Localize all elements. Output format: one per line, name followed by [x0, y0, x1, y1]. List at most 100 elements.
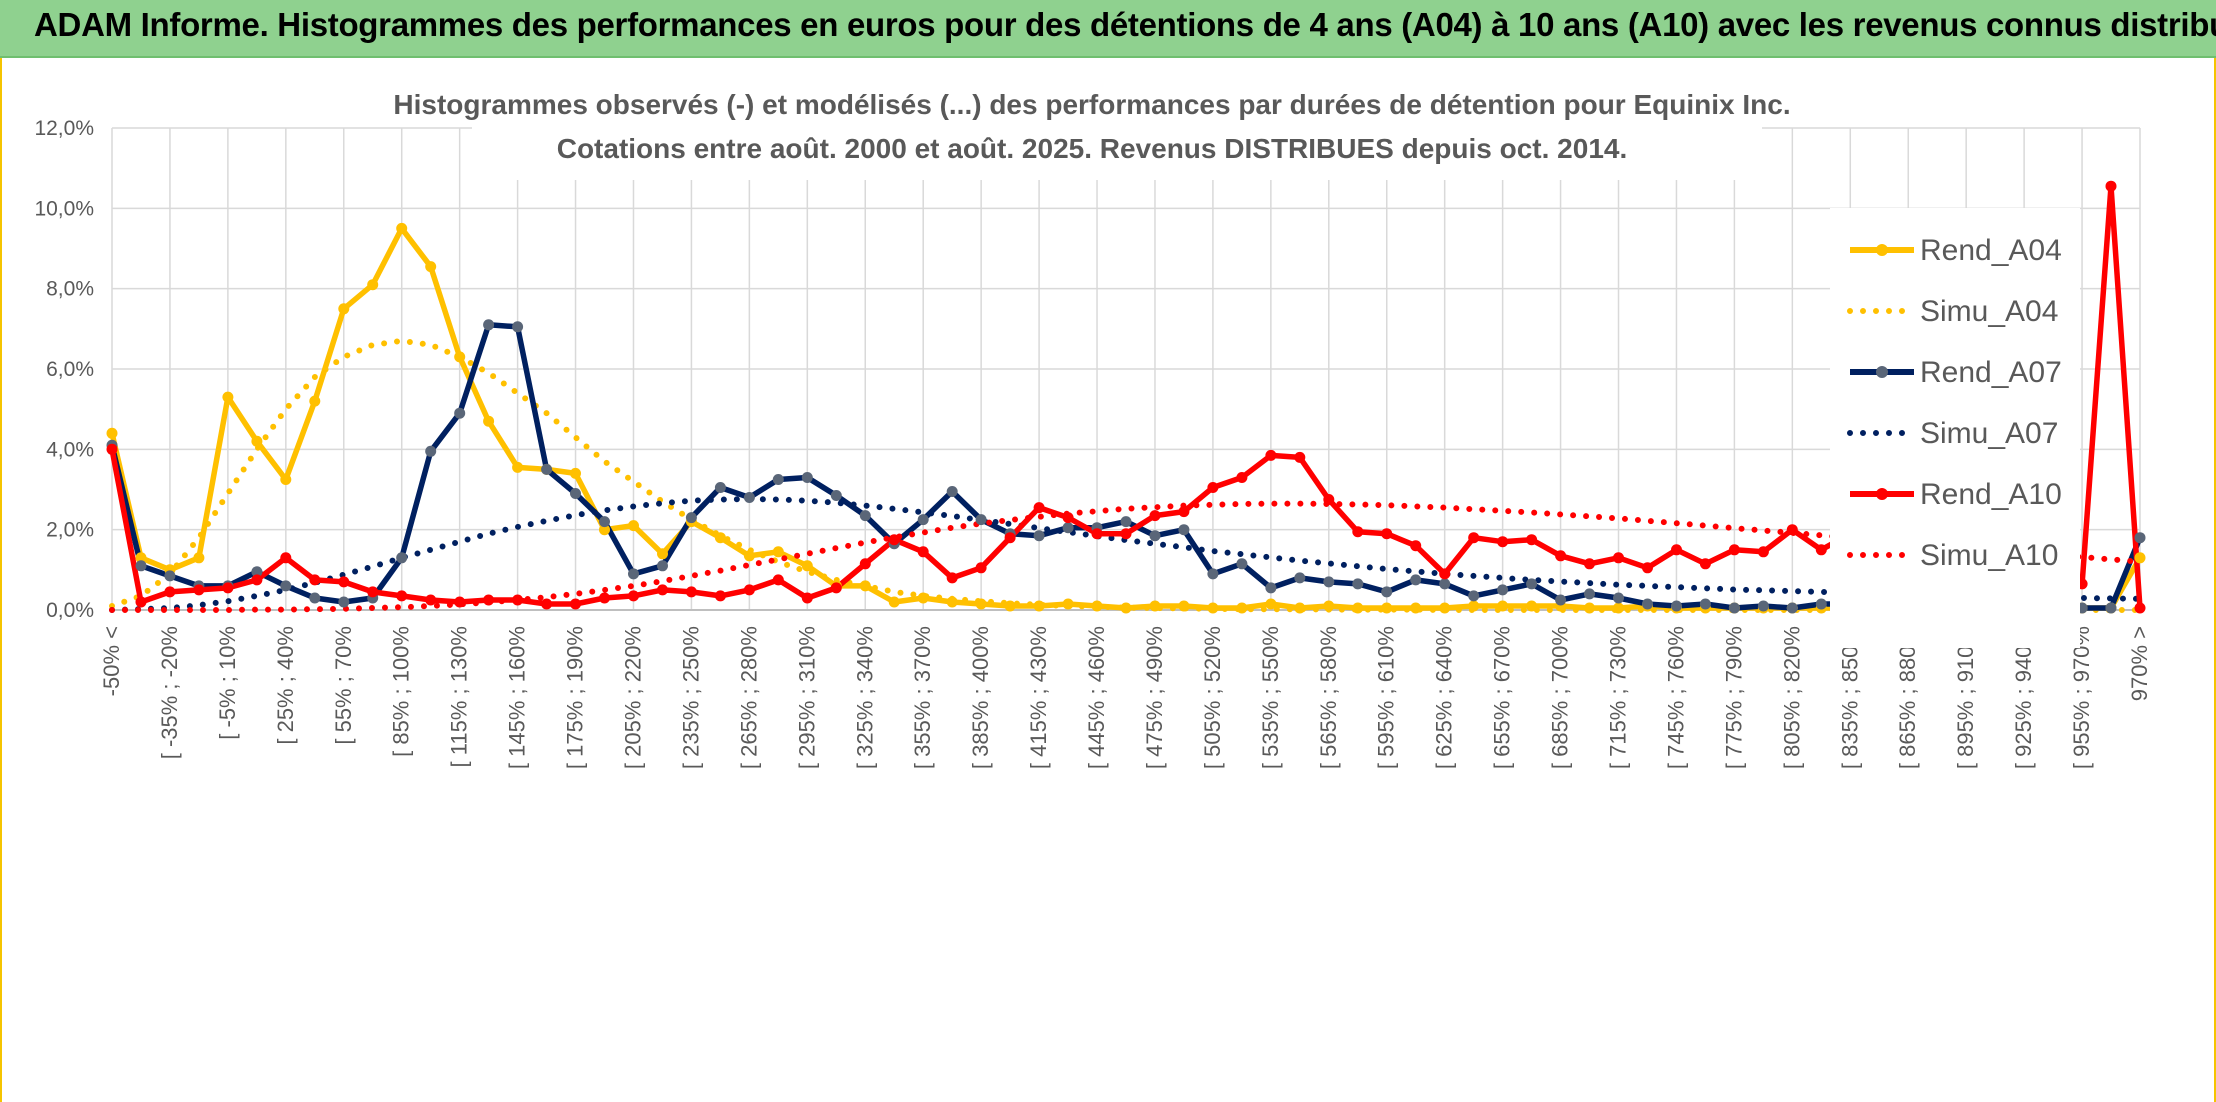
legend-label-simu-a04: Simu_A04 [1920, 295, 2058, 328]
x-tick-label: [ 955% ; 970% [2069, 626, 2094, 769]
data-point-rend-a04 [1265, 598, 1277, 610]
data-point-rend-a04 [859, 580, 871, 592]
y-tick-label: 4,0% [46, 438, 94, 461]
data-point-rend-a04 [1526, 600, 1538, 612]
data-point-rend-a07 [1033, 530, 1045, 542]
data-point-rend-a07 [599, 516, 610, 528]
data-point-rend-a10 [280, 552, 292, 564]
data-point-rend-a10 [222, 582, 234, 594]
y-tick-label: 6,0% [46, 358, 94, 381]
data-point-rend-a07 [859, 510, 871, 522]
x-tick-label: [ 205% ; 220% [620, 626, 645, 769]
data-point-rend-a10 [1033, 502, 1045, 514]
data-point-rend-a10 [772, 574, 784, 586]
data-point-rend-a04 [946, 596, 958, 608]
data-point-rend-a04 [743, 550, 755, 562]
x-tick-label: [ 25% ; 40% [273, 626, 298, 745]
data-point-rend-a07 [1178, 524, 1190, 536]
data-point-rend-a10 [830, 582, 842, 594]
data-point-rend-a04 [367, 279, 379, 291]
data-point-rend-a10 [1062, 512, 1074, 524]
report-banner: ADAM Informe. Histogrammes des performan… [0, 0, 2216, 58]
data-point-rend-a07 [309, 592, 321, 604]
data-point-rend-a07 [1728, 602, 1740, 614]
data-point-rend-a10 [251, 574, 263, 586]
data-point-rend-a04 [454, 351, 466, 363]
data-point-rend-a10 [106, 443, 118, 455]
data-point-rend-a10 [1613, 552, 1624, 564]
chart-legend: Rend_A04 Simu_A04 Rend_A07 Simu_A07 Rend_A10… [1847, 234, 2062, 572]
data-point-rend-a07 [743, 492, 755, 503]
data-point-rend-a10 [1642, 562, 1653, 574]
data-point-rend-a07 [1497, 584, 1509, 596]
data-point-rend-a07 [685, 512, 697, 524]
series-line-simu-a10 [109, 500, 2143, 613]
data-point-rend-a10 [1468, 532, 1480, 544]
data-point-rend-a10 [1555, 550, 1567, 562]
data-point-rend-a10 [1323, 494, 1335, 505]
data-point-rend-a10 [743, 584, 755, 596]
data-point-rend-a07 [512, 321, 524, 333]
data-point-rend-a10 [570, 598, 581, 610]
x-tick-label: [ 745% ; 760% [1663, 626, 1688, 769]
data-point-rend-a04 [917, 592, 929, 604]
data-point-rend-a04 [1613, 602, 1624, 614]
data-point-rend-a10 [1699, 558, 1711, 570]
data-point-rend-a10 [1091, 528, 1103, 540]
x-tick-label: [ 295% ; 310% [794, 626, 819, 769]
data-point-rend-a10 [1265, 449, 1277, 461]
x-tick-label: [ 85% ; 100% [389, 626, 414, 757]
x-tick-label: [ 445% ; 460% [1084, 626, 1109, 769]
data-point-rend-a10 [1410, 540, 1422, 552]
data-point-rend-a04 [280, 474, 292, 485]
data-point-rend-a07 [801, 472, 813, 483]
y-axis: 0,0% 2,0% 4,0% 6,0% 8,0% 10,0% 12,0% [34, 117, 94, 622]
data-point-rend-a10 [396, 590, 408, 602]
x-tick-label: [ 55% ; 70% [331, 626, 356, 745]
data-point-rend-a04 [1004, 600, 1016, 612]
data-point-rend-a07 [628, 568, 639, 580]
x-tick-label: [ 835% ; 850% [1837, 626, 1862, 769]
x-tick-label: [ 805% ; 820% [1779, 626, 1804, 769]
data-point-rend-a07 [1381, 586, 1393, 598]
data-point-rend-a10 [483, 594, 495, 606]
data-point-rend-a04 [714, 532, 726, 544]
data-point-rend-a07 [1757, 600, 1769, 612]
data-point-rend-a10 [714, 590, 726, 602]
data-point-rend-a04 [222, 391, 234, 403]
data-point-rend-a04 [396, 222, 408, 234]
x-tick-label: [ 925% ; 940% [2011, 626, 2036, 769]
x-tick-label: [ 385% ; 400% [968, 626, 993, 769]
data-point-rend-a10 [1381, 528, 1393, 540]
x-tick-label: [ 655% ; 670% [1490, 626, 1515, 769]
data-point-rend-a07 [1236, 558, 1248, 570]
data-point-rend-a07 [2134, 532, 2146, 544]
data-point-rend-a07 [1062, 522, 1074, 534]
data-point-rend-a10 [193, 584, 205, 596]
data-point-rend-a04 [512, 461, 524, 473]
data-point-rend-a07 [946, 486, 958, 497]
data-point-rend-a04 [1033, 600, 1045, 612]
data-point-rend-a10 [2105, 180, 2117, 192]
data-point-rend-a07 [1526, 578, 1538, 590]
data-point-rend-a07 [541, 463, 553, 475]
data-point-rend-a10 [975, 562, 987, 574]
data-point-rend-a10 [657, 584, 668, 596]
data-point-rend-a10 [367, 586, 379, 598]
data-point-rend-a10 [164, 586, 176, 598]
data-point-rend-a07 [280, 580, 292, 592]
data-point-rend-a04 [1207, 602, 1219, 614]
series-line-simu-a07 [109, 496, 2143, 613]
data-point-rend-a07 [251, 566, 263, 578]
data-point-rend-a04 [425, 261, 437, 273]
data-point-rend-a10 [1815, 544, 1827, 556]
line-chart: 0,0% 2,0% 4,0% 6,0% 8,0% 10,0% 12,0% -50% < [ -… [34, 80, 2152, 769]
x-tick-label: 970% > [2127, 626, 2152, 701]
x-tick-label: [ 715% ; 730% [1606, 626, 1631, 769]
legend-label-simu-a10: Simu_A10 [1920, 539, 2058, 572]
data-point-rend-a10 [135, 596, 147, 608]
data-point-rend-a04 [975, 598, 987, 610]
data-point-rend-a10 [338, 576, 350, 588]
y-tick-label: 2,0% [46, 519, 94, 542]
data-point-rend-a04 [1497, 600, 1509, 612]
